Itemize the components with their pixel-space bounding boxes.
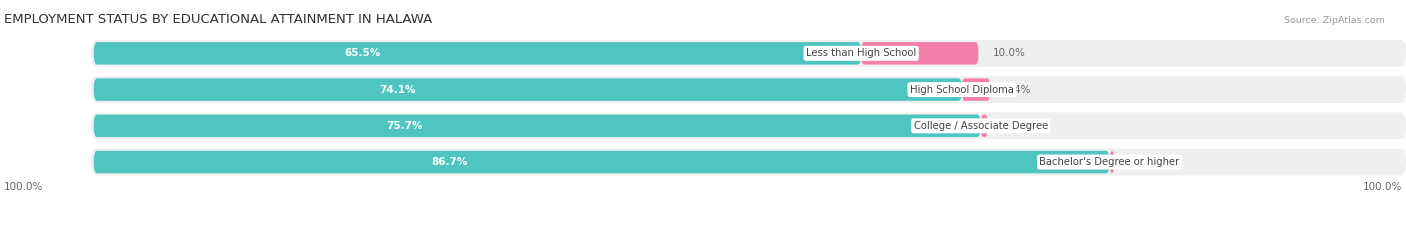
FancyBboxPatch shape xyxy=(860,42,979,65)
Text: High School Diploma: High School Diploma xyxy=(910,85,1014,95)
Text: Less than High School: Less than High School xyxy=(806,48,917,58)
Text: 100.0%: 100.0% xyxy=(1362,182,1403,192)
Text: 2.4%: 2.4% xyxy=(1004,85,1031,95)
Text: 100.0%: 100.0% xyxy=(4,182,44,192)
FancyBboxPatch shape xyxy=(91,112,1406,139)
FancyBboxPatch shape xyxy=(981,115,987,137)
FancyBboxPatch shape xyxy=(94,151,1109,173)
Text: 0.4%: 0.4% xyxy=(1129,157,1154,167)
FancyBboxPatch shape xyxy=(94,42,860,65)
FancyBboxPatch shape xyxy=(91,76,1406,103)
FancyBboxPatch shape xyxy=(1109,151,1115,173)
Text: College / Associate Degree: College / Associate Degree xyxy=(914,121,1047,131)
FancyBboxPatch shape xyxy=(94,115,981,137)
FancyBboxPatch shape xyxy=(91,40,1406,67)
Text: Bachelor's Degree or higher: Bachelor's Degree or higher xyxy=(1039,157,1180,167)
Text: 86.7%: 86.7% xyxy=(432,157,467,167)
FancyBboxPatch shape xyxy=(94,78,962,101)
Text: 65.5%: 65.5% xyxy=(344,48,381,58)
Text: Source: ZipAtlas.com: Source: ZipAtlas.com xyxy=(1284,16,1385,25)
Text: 0.6%: 0.6% xyxy=(1001,121,1028,131)
Text: 74.1%: 74.1% xyxy=(380,85,416,95)
FancyBboxPatch shape xyxy=(91,149,1406,175)
FancyBboxPatch shape xyxy=(962,78,990,101)
Text: EMPLOYMENT STATUS BY EDUCATIONAL ATTAINMENT IN HALAWA: EMPLOYMENT STATUS BY EDUCATIONAL ATTAINM… xyxy=(4,13,432,26)
Text: 75.7%: 75.7% xyxy=(385,121,422,131)
Text: 10.0%: 10.0% xyxy=(993,48,1025,58)
